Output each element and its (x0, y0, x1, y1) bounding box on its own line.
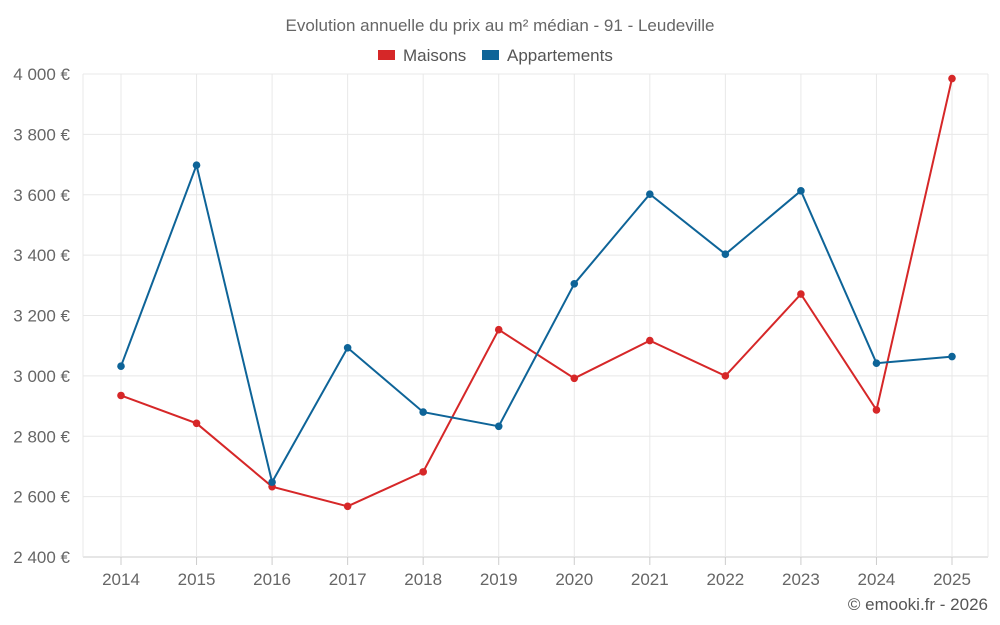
x-tick-label: 2019 (480, 570, 518, 589)
legend-label-maisons[interactable]: Maisons (403, 46, 466, 65)
data-point-maisons[interactable] (117, 391, 125, 400)
x-tick-label: 2016 (253, 570, 291, 589)
legend: Maisons Appartements (378, 46, 613, 65)
data-point-maisons[interactable] (721, 372, 730, 380)
legend-swatch-appartements (482, 50, 499, 60)
data-point-maisons[interactable] (343, 502, 352, 511)
x-tick-label: 2020 (555, 570, 593, 589)
grid (82, 73, 989, 558)
data-point-appartements[interactable] (268, 478, 276, 486)
data-point-appartements[interactable] (343, 344, 352, 352)
data-point-appartements[interactable] (419, 408, 427, 416)
data-point-maisons[interactable] (948, 74, 956, 83)
x-tick-label: 2015 (178, 570, 216, 589)
data-point-appartements[interactable] (872, 359, 881, 367)
credit-text: © emooki.fr - 2026 (848, 595, 988, 614)
y-tick-label: 2 600 € (13, 488, 70, 507)
legend-swatch-maisons (378, 50, 395, 60)
axes: 2 400 € 2 600 € 2 800 € 3 000 € 3 200 € 3 400… (13, 65, 971, 589)
series-line-maisons (120, 78, 953, 508)
y-tick-label: 3 600 € (13, 186, 70, 205)
data-point-appartements[interactable] (192, 161, 201, 169)
data-point-maisons[interactable] (872, 406, 881, 414)
x-tick-label: 2017 (329, 570, 367, 589)
y-tick-label: 2 800 € (13, 427, 70, 446)
data-point-maisons[interactable] (192, 419, 201, 428)
data-point-maisons[interactable] (570, 374, 579, 383)
y-tick-label: 3 800 € (13, 125, 70, 144)
x-tick-label: 2021 (631, 570, 669, 589)
y-tick-label: 3 200 € (13, 307, 70, 326)
chart-title: Evolution annuelle du prix au m² médian … (285, 16, 714, 35)
data-point-maisons[interactable] (646, 336, 654, 345)
y-tick-label: 2 400 € (13, 548, 70, 567)
x-tick-label: 2014 (102, 570, 140, 589)
y-tick-label: 3 000 € (13, 367, 70, 386)
y-tick-label: 3 400 € (13, 246, 70, 265)
data-point-appartements[interactable] (117, 362, 125, 371)
data-point-maisons[interactable] (494, 325, 503, 334)
x-tick-label: 2018 (404, 570, 442, 589)
legend-label-appartements[interactable]: Appartements (507, 46, 613, 65)
x-tick-label: 2024 (858, 570, 896, 589)
series (117, 74, 956, 511)
data-point-appartements[interactable] (494, 422, 503, 431)
x-tick-label: 2023 (782, 570, 820, 589)
data-point-maisons[interactable] (797, 290, 805, 298)
x-tick-label: 2022 (706, 570, 744, 589)
data-point-appartements[interactable] (721, 250, 730, 259)
data-point-maisons[interactable] (419, 468, 427, 476)
data-point-appartements[interactable] (646, 190, 654, 198)
data-point-appartements[interactable] (948, 352, 956, 361)
y-tick-label: 4 000 € (13, 65, 70, 84)
data-point-appartements[interactable] (797, 187, 805, 195)
data-point-appartements[interactable] (570, 280, 579, 288)
x-tick-label: 2025 (933, 570, 971, 589)
series-line-appartements (120, 161, 953, 485)
